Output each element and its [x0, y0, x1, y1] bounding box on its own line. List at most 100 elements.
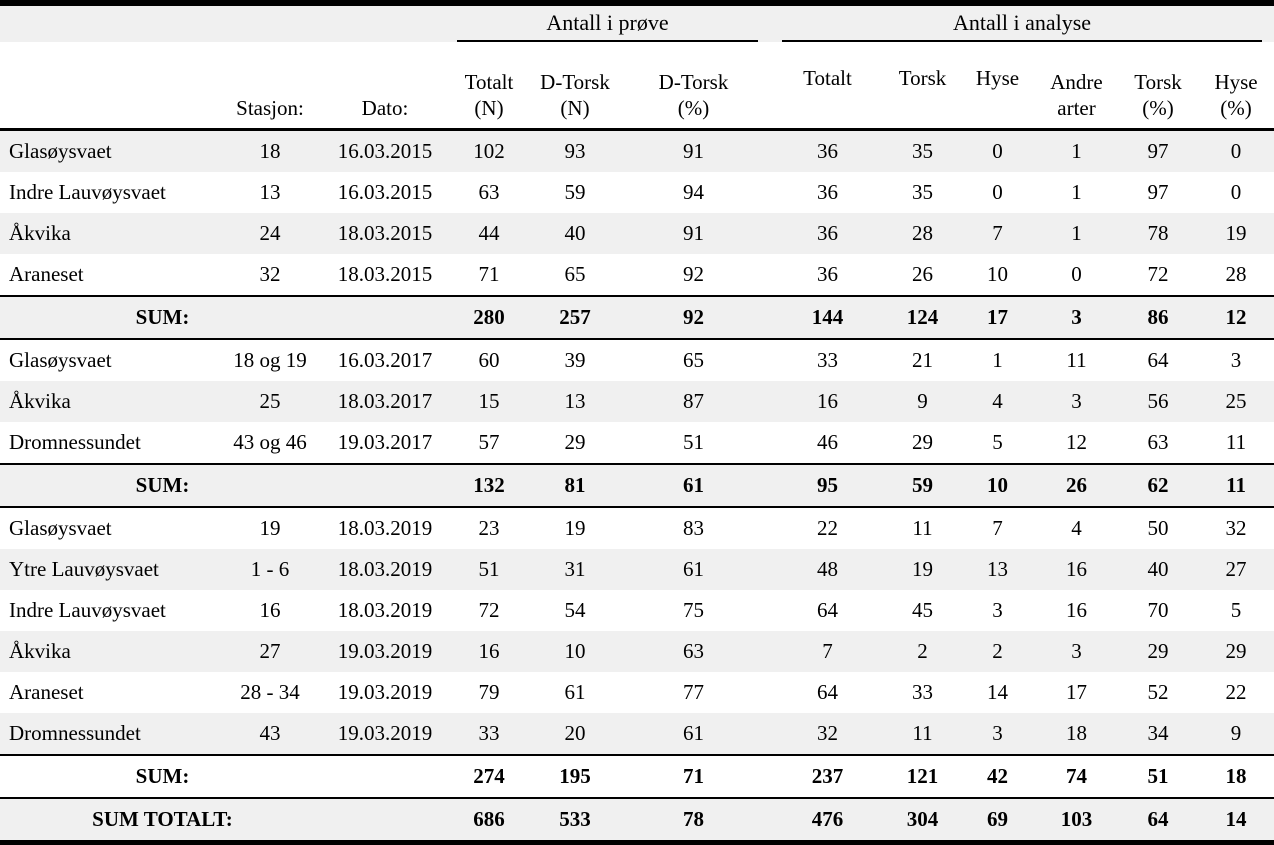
value-cell: 40 [1147, 557, 1169, 581]
sum-spacer-cell [325, 755, 445, 798]
value-cell: 63 [683, 639, 704, 663]
value-cell: 0 [1230, 139, 1242, 163]
sum-value-cell: 74 [1066, 764, 1087, 788]
value-cell: 78 [1147, 221, 1169, 245]
sum-value-cell: 51 [1147, 764, 1169, 788]
value-cell: 18.03.2019 [337, 557, 433, 581]
value-cell: 44 [478, 221, 500, 245]
value-cell: 18.03.2019 [337, 516, 433, 540]
station-name-cell: Indre Lauvøysvaet [9, 180, 166, 204]
value-cell: 34 [1147, 721, 1169, 745]
value-cell: 71 [478, 262, 500, 286]
sum-value-cell: 62 [1147, 473, 1169, 497]
value-cell: 72 [478, 598, 500, 622]
sum-value-cell: 12 [1225, 305, 1247, 329]
value-cell: 61 [683, 721, 704, 745]
value-cell: 39 [564, 348, 586, 372]
value-cell: 16.03.2015 [337, 180, 433, 204]
value-cell: 27 [259, 639, 281, 663]
table-row: Åkvika 27 19.03.2019 16 10 63 7 2 2 3 29 29 [0, 631, 1274, 672]
sum-value-cell: 144 [811, 305, 844, 329]
table-row: Åkvika 24 18.03.2015 44 40 91 36 28 7 1 78 19 [0, 213, 1274, 254]
value-cell: 27 [1225, 557, 1247, 581]
col-header-hyse: Hyse [975, 65, 1020, 90]
value-cell: 64 [817, 598, 838, 622]
station-name-cell: Glasøysvaet [9, 139, 112, 163]
table-row: Ytre Lauvøysvaet 1 - 6 18.03.2019 51 31 61 48 1… [0, 549, 1274, 590]
value-cell: 4 [1071, 516, 1082, 540]
value-cell: 25 [1225, 389, 1247, 413]
sum-value-cell: 257 [559, 305, 591, 329]
station-name-cell: Dromnessundet [9, 430, 141, 454]
value-cell: 70 [1147, 598, 1169, 622]
value-cell: 3 [1230, 348, 1242, 372]
group-header-row: Antall i prøve Antall i analyse [0, 3, 1274, 42]
table-row: Araneset 28 - 34 19.03.2019 79 61 77 64 33 14 17 5… [0, 672, 1274, 713]
value-cell: 18 [1066, 721, 1087, 745]
sum-value-cell: 78 [683, 807, 704, 831]
table-header: Antall i prøve Antall i analyse Stasjon:… [0, 3, 1274, 130]
sum-value-cell: 42 [987, 764, 1008, 788]
value-cell: 52 [1147, 680, 1169, 704]
value-cell: 83 [683, 516, 704, 540]
value-cell: 19 [912, 557, 933, 581]
sum-value-cell: 304 [906, 807, 939, 831]
col-header-andre-arter: Andre arter [1050, 69, 1103, 120]
value-cell: 97 [1147, 180, 1169, 204]
value-cell: 33 [912, 680, 933, 704]
value-cell: 1 - 6 [250, 557, 290, 581]
col-header-dato: Dato: [361, 95, 409, 120]
sum-value-cell: 59 [912, 473, 933, 497]
group-header-analyse-cell: Antall i analyse [770, 3, 1274, 42]
sum-value-cell: 533 [559, 807, 591, 831]
value-cell: 16.03.2017 [337, 348, 433, 372]
sum-value-cell: 237 [811, 764, 844, 788]
station-name-cell: Glasøysvaet [9, 516, 112, 540]
sum-value-cell: 121 [906, 764, 939, 788]
table-row: Glasøysvaet 18 16.03.2015 102 93 91 36 35 0 1 97 0 [0, 129, 1274, 172]
sum-value-cell: 17 [987, 305, 1008, 329]
station-name-cell: Åkvika [9, 639, 71, 663]
sum-spacer-cell [325, 798, 445, 843]
value-cell: 16 [1066, 598, 1087, 622]
value-cell: 18.03.2019 [337, 598, 433, 622]
value-cell: 36 [817, 221, 838, 245]
sum-row: SUM TOTALT: 686 533 78 476 304 69 103 64 14 [0, 798, 1274, 843]
value-cell: 18.03.2015 [337, 221, 433, 245]
value-cell: 61 [683, 557, 704, 581]
value-cell: 19.03.2019 [337, 721, 433, 745]
value-cell: 0 [992, 139, 1003, 163]
col-header-torsk: Torsk [898, 65, 947, 90]
col-header-torsk-pct: Torsk (%) [1134, 69, 1182, 120]
value-cell: 60 [478, 348, 500, 372]
group-header-spacer [0, 3, 445, 42]
value-cell: 25 [259, 389, 281, 413]
sum-value-cell: 103 [1060, 807, 1093, 831]
value-cell: 32 [1225, 516, 1247, 540]
value-cell: 102 [473, 139, 505, 163]
value-cell: 7 [822, 639, 833, 663]
value-cell: 36 [817, 262, 838, 286]
value-cell: 13 [564, 389, 586, 413]
station-name-cell: Araneset [9, 680, 84, 704]
value-cell: 32 [259, 262, 281, 286]
value-cell: 46 [817, 430, 838, 454]
value-cell: 19.03.2019 [337, 639, 433, 663]
value-cell: 18 [259, 139, 281, 163]
sum-value-cell: 132 [473, 473, 505, 497]
value-cell: 20 [564, 721, 586, 745]
value-cell: 22 [1225, 680, 1247, 704]
value-cell: 22 [817, 516, 838, 540]
value-cell: 0 [1230, 180, 1242, 204]
table-body: Glasøysvaet 18 16.03.2015 102 93 91 36 35 0 1 97 0 I… [0, 129, 1274, 843]
value-cell: 19.03.2017 [337, 430, 433, 454]
sum-value-cell: 64 [1147, 807, 1169, 831]
group-header-analyse: Antall i analyse [782, 6, 1263, 42]
sum-row: SUM: 274 195 71 237 121 42 74 51 18 [0, 755, 1274, 798]
station-name-cell: Åkvika [9, 389, 71, 413]
sum-value-cell: 81 [564, 473, 586, 497]
value-cell: 33 [817, 348, 838, 372]
value-cell: 59 [564, 180, 586, 204]
value-cell: 7 [992, 516, 1003, 540]
